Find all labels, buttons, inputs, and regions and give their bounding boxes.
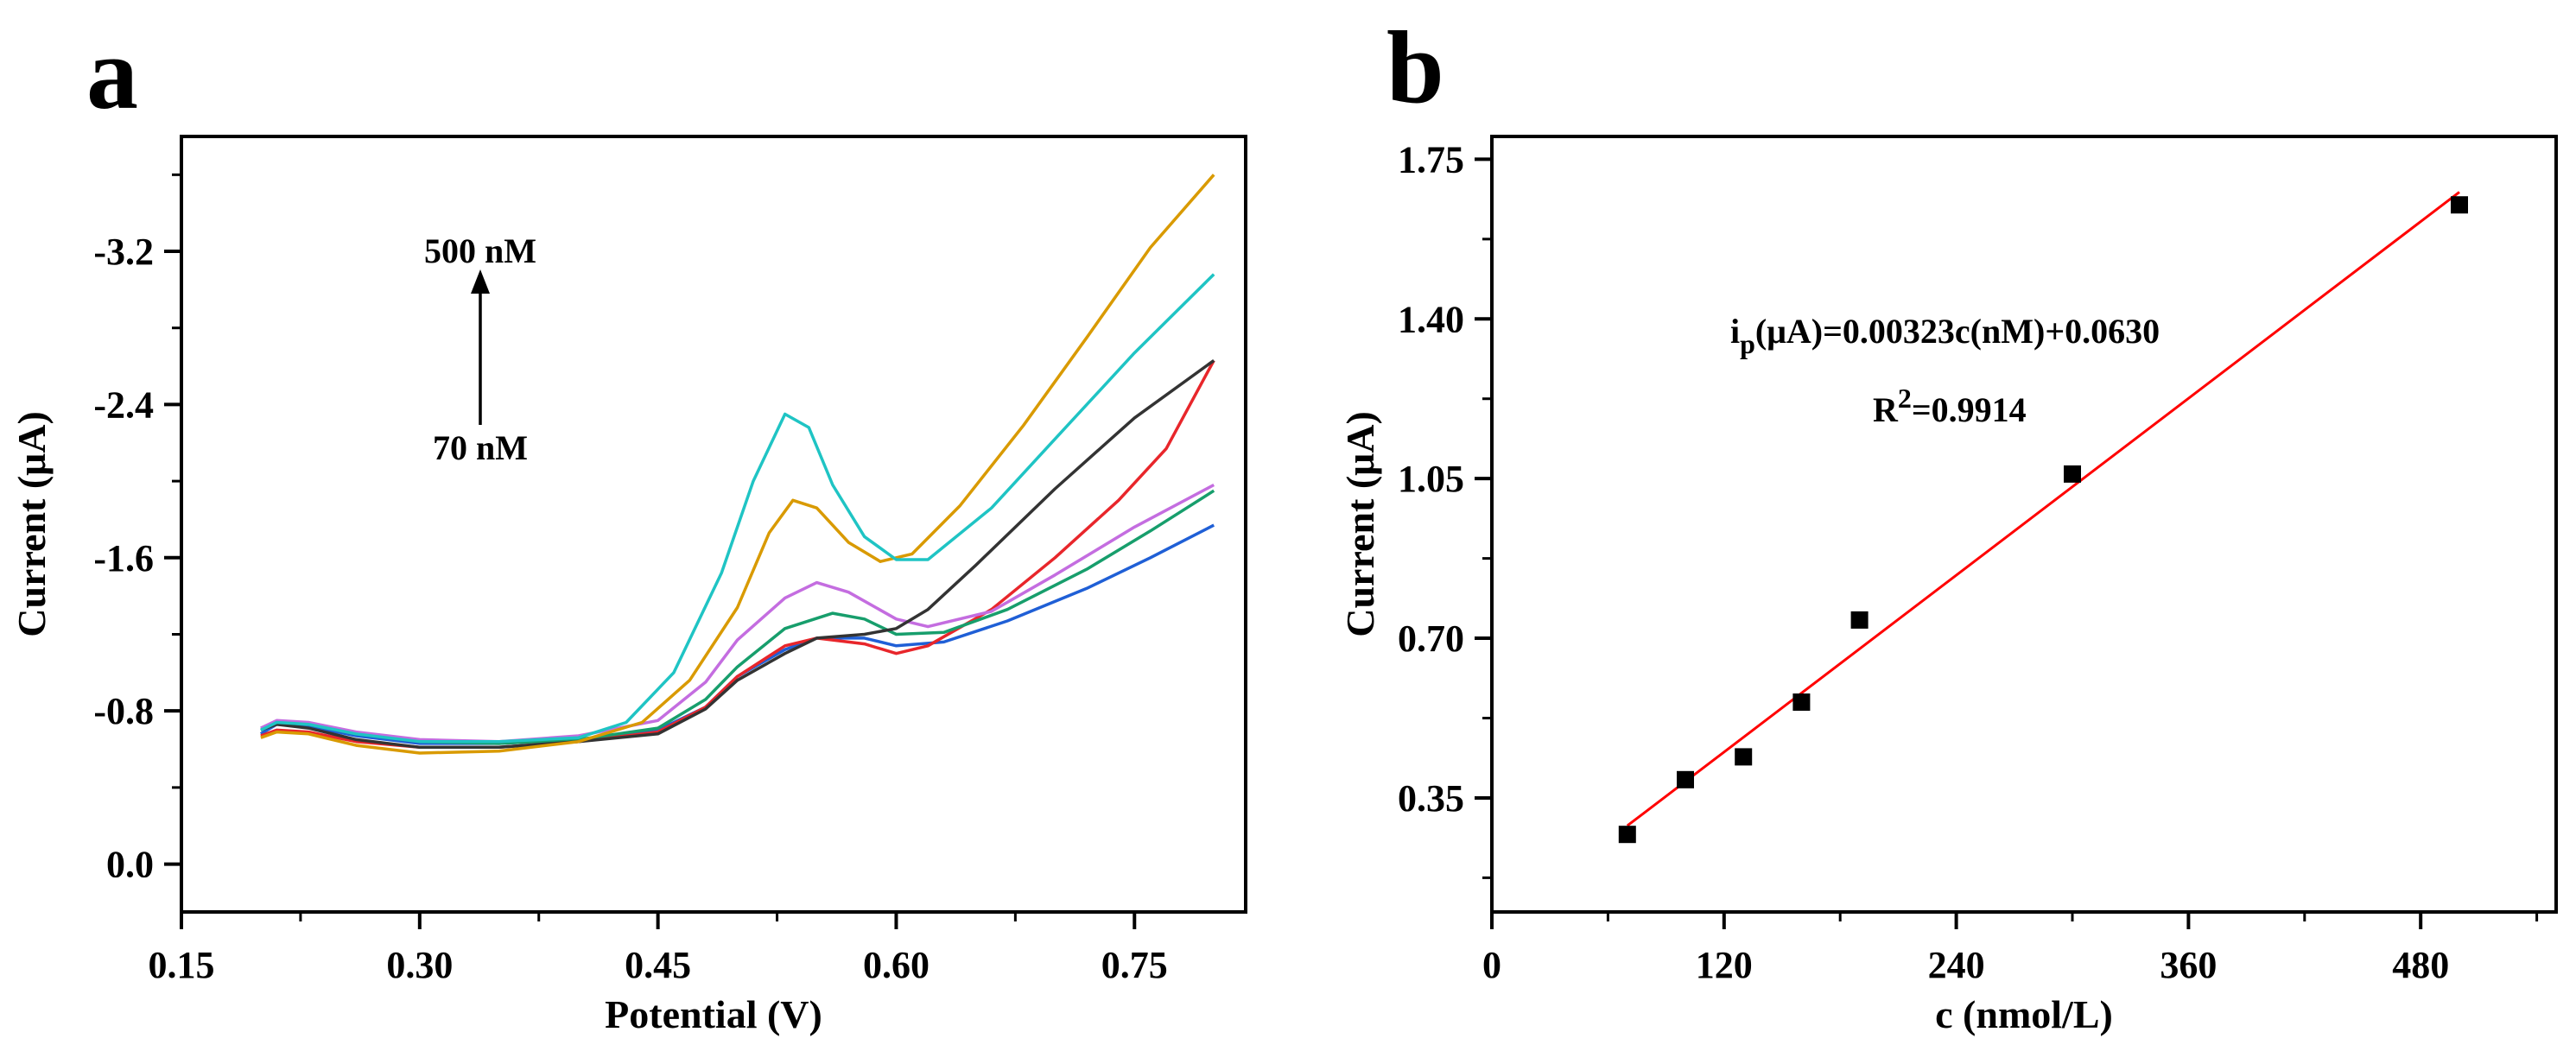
concentration-arrow-head	[471, 269, 490, 294]
x-tick-label: 0.60	[863, 944, 930, 986]
panel-b-xlabel: c (nmol/L)	[1935, 992, 2113, 1036]
panel-a-frame	[180, 135, 1247, 914]
y-tick-label: 0.35	[1398, 777, 1464, 820]
panel-a-chart: 0.15 0.30 0.45 0.60 0.750.0-0.8-1.6-2.4-3.2 …	[10, 135, 1247, 1036]
panel-b-ylabel: Current (μA)	[1338, 411, 1382, 637]
fit-r-squared: R2=0.9914	[1873, 383, 2027, 429]
y-tick-label: -1.6	[93, 537, 154, 579]
x-tick-label: 0.15	[149, 944, 215, 986]
y-tick-label: 0.0	[106, 844, 154, 886]
data-point	[1618, 826, 1636, 844]
fit-equation-rest: (μA)=0.00323c(nM)+0.0630	[1755, 312, 2160, 351]
series-line-blue	[259, 523, 1215, 745]
fit-equation: ip(μA)=0.00323c(nM)+0.0630	[1730, 312, 2160, 359]
fit-equation-i: i	[1730, 312, 1740, 351]
x-tick-label: 240	[1928, 944, 1985, 986]
fit-r2-sup: 2	[1898, 383, 1912, 414]
data-point	[1850, 611, 1869, 629]
x-tick-label: 0.30	[386, 944, 453, 986]
x-tick-label: 0	[1482, 944, 1501, 986]
panel-b-ticks: 0 120 240 360 480 0.35 0.70 1.05 1.40 1.75	[1398, 138, 2539, 986]
panel-b-plot	[1618, 191, 2468, 844]
x-tick-label: 120	[1696, 944, 1753, 986]
y-tick-label: 1.05	[1398, 458, 1464, 500]
panel-b-frame	[1490, 135, 2558, 914]
y-tick-label: -0.8	[93, 690, 154, 732]
fit-r2-prefix: R	[1873, 390, 1899, 429]
annotation-500nM: 500 nM	[424, 231, 536, 270]
fit-equation-sub: p	[1740, 328, 1755, 359]
panel-a-series	[259, 174, 1215, 755]
data-point	[1735, 748, 1753, 766]
x-tick-label: 0.45	[625, 944, 691, 986]
panel-label-a: a	[86, 16, 138, 130]
panel-a-ylabel: Current (μA)	[10, 411, 54, 637]
fit-line	[1626, 191, 2460, 827]
y-tick-label: 0.70	[1398, 617, 1464, 660]
series-line-red	[260, 359, 1215, 750]
series-line-orange	[260, 174, 1215, 755]
fit-r2-rest: =0.9914	[1912, 390, 2027, 429]
annotation-70nM: 70 nM	[433, 428, 528, 467]
panel-a-xlabel: Potential (V)	[605, 992, 822, 1036]
y-tick-label: 1.40	[1398, 298, 1464, 340]
y-tick-label: -3.2	[93, 231, 154, 273]
panel-a-ticks: 0.15 0.30 0.45 0.60 0.75 0.0 -0.8 -1.6 -2.4 -3.2	[93, 173, 1168, 986]
x-tick-label: 480	[2392, 944, 2449, 986]
data-point	[1677, 770, 1694, 788]
y-tick-label: -2.4	[93, 383, 154, 426]
series-line-violet	[260, 483, 1215, 744]
x-tick-label: 360	[2160, 944, 2217, 986]
x-tick-label: 0.75	[1101, 944, 1168, 986]
y-tick-label: 1.75	[1398, 138, 1464, 180]
data-point	[2064, 465, 2081, 483]
series-line-cyan	[260, 273, 1215, 744]
series-line-dark-gray	[260, 358, 1215, 750]
data-point	[2451, 196, 2468, 214]
data-point	[1792, 693, 1811, 712]
panel-label-b: b	[1386, 9, 1444, 124]
panel-b-chart: 0 120 240 360 480 0.35 0.70 1.05 1.40 1.75 c (nmo…	[1338, 135, 2558, 1036]
